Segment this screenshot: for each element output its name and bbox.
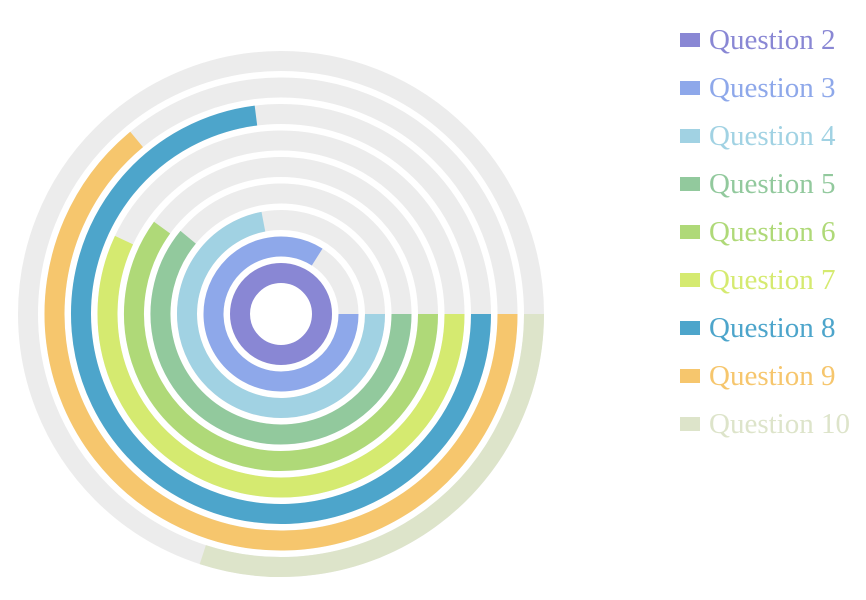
ring-bar-question-10[interactable] [199, 313, 544, 577]
chart-rings [18, 51, 544, 577]
legend-label-question-5[interactable]: Question 5 [709, 168, 835, 200]
legend-swatch-question-7 [680, 273, 700, 287]
ring-bar-question-2[interactable] [230, 263, 332, 365]
legend-label-question-2[interactable]: Question 2 [709, 24, 835, 56]
legend-swatch-question-8 [680, 321, 700, 335]
legend-label-question-4[interactable]: Question 4 [709, 120, 836, 152]
legend-label-question-7[interactable]: Question 7 [709, 264, 835, 296]
legend-swatch-question-10 [680, 417, 700, 431]
ring-bar-question-8[interactable] [71, 105, 491, 524]
legend-label-question-10[interactable]: Question 10 [709, 408, 850, 440]
ring-bar-question-7[interactable] [97, 235, 465, 498]
legend-swatch-question-5 [680, 177, 700, 191]
legend-label-question-8[interactable]: Question 8 [709, 312, 835, 344]
ring-bar-question-6[interactable] [124, 221, 438, 471]
legend-swatch-question-2 [680, 33, 700, 47]
ring-bar-question-4[interactable] [177, 211, 385, 418]
ring-bar-question-5[interactable] [150, 230, 412, 445]
legend-label-question-9[interactable]: Question 9 [709, 360, 835, 392]
ring-bar-question-9[interactable] [44, 131, 518, 551]
chart-legend: Question 2 Question 3 Question 4 Question 5… [680, 24, 850, 440]
legend-label-question-3[interactable]: Question 3 [709, 72, 835, 104]
legend-swatch-question-6 [680, 225, 700, 239]
ring-bar-question-3[interactable] [203, 236, 359, 392]
legend-label-question-6[interactable]: Question 6 [709, 216, 835, 248]
legend-swatch-question-9 [680, 369, 700, 383]
legend-swatch-question-3 [680, 81, 700, 95]
legend-swatch-question-4 [680, 129, 700, 143]
